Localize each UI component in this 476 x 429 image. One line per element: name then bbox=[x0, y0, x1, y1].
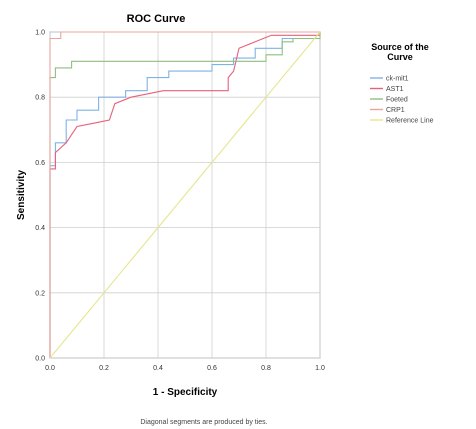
footnote: Diagonal segments are produced by ties. bbox=[140, 419, 267, 426]
series-lines bbox=[49, 31, 321, 359]
legend-label-reference-line: Reference Line bbox=[386, 118, 434, 125]
legend-title: Source of the Curve bbox=[371, 42, 429, 62]
x-tick-label: 0.2 bbox=[99, 365, 109, 372]
y-tick-label: 0.6 bbox=[35, 160, 45, 167]
series-line-ast1 bbox=[49, 32, 321, 358]
y-tick-label: 0.0 bbox=[35, 356, 45, 363]
x-tick-label: 0.8 bbox=[261, 365, 271, 372]
x-tick-label: 1.0 bbox=[315, 365, 325, 372]
series-line-ck-mit1 bbox=[49, 31, 321, 358]
legend-label-crp1: CRP1 bbox=[386, 107, 405, 114]
chart-title: ROC Curve bbox=[127, 13, 186, 25]
legend-label-foeted: Foeted bbox=[386, 97, 408, 104]
x-axis-label: 1 - Specificity bbox=[153, 387, 218, 398]
series-line-foeted bbox=[49, 32, 321, 358]
x-tick-label: 0.6 bbox=[207, 365, 217, 372]
series-line-reference-line bbox=[49, 31, 321, 359]
y-tick-label: 1.0 bbox=[35, 30, 45, 37]
y-tick-labels: 0.0 0.2 0.4 0.6 0.8 1.0 bbox=[35, 30, 45, 363]
x-tick-label: 0.0 bbox=[45, 365, 55, 372]
y-tick-label: 0.8 bbox=[35, 95, 45, 102]
series-line-crp1 bbox=[49, 31, 320, 358]
x-tick-labels: 0.0 0.2 0.4 0.6 0.8 1.0 bbox=[45, 365, 325, 372]
legend: Source of the Curve ck-mit1 AST1 Foeted CRP1… bbox=[370, 42, 434, 125]
y-tick-label: 0.4 bbox=[35, 225, 45, 232]
x-tick-label: 0.4 bbox=[153, 365, 163, 372]
legend-label-ck-mit1: ck-mit1 bbox=[386, 76, 409, 83]
y-axis-label: Sensitivity bbox=[16, 170, 27, 220]
legend-label-ast1: AST1 bbox=[386, 86, 404, 93]
y-tick-label: 0.2 bbox=[35, 290, 45, 297]
